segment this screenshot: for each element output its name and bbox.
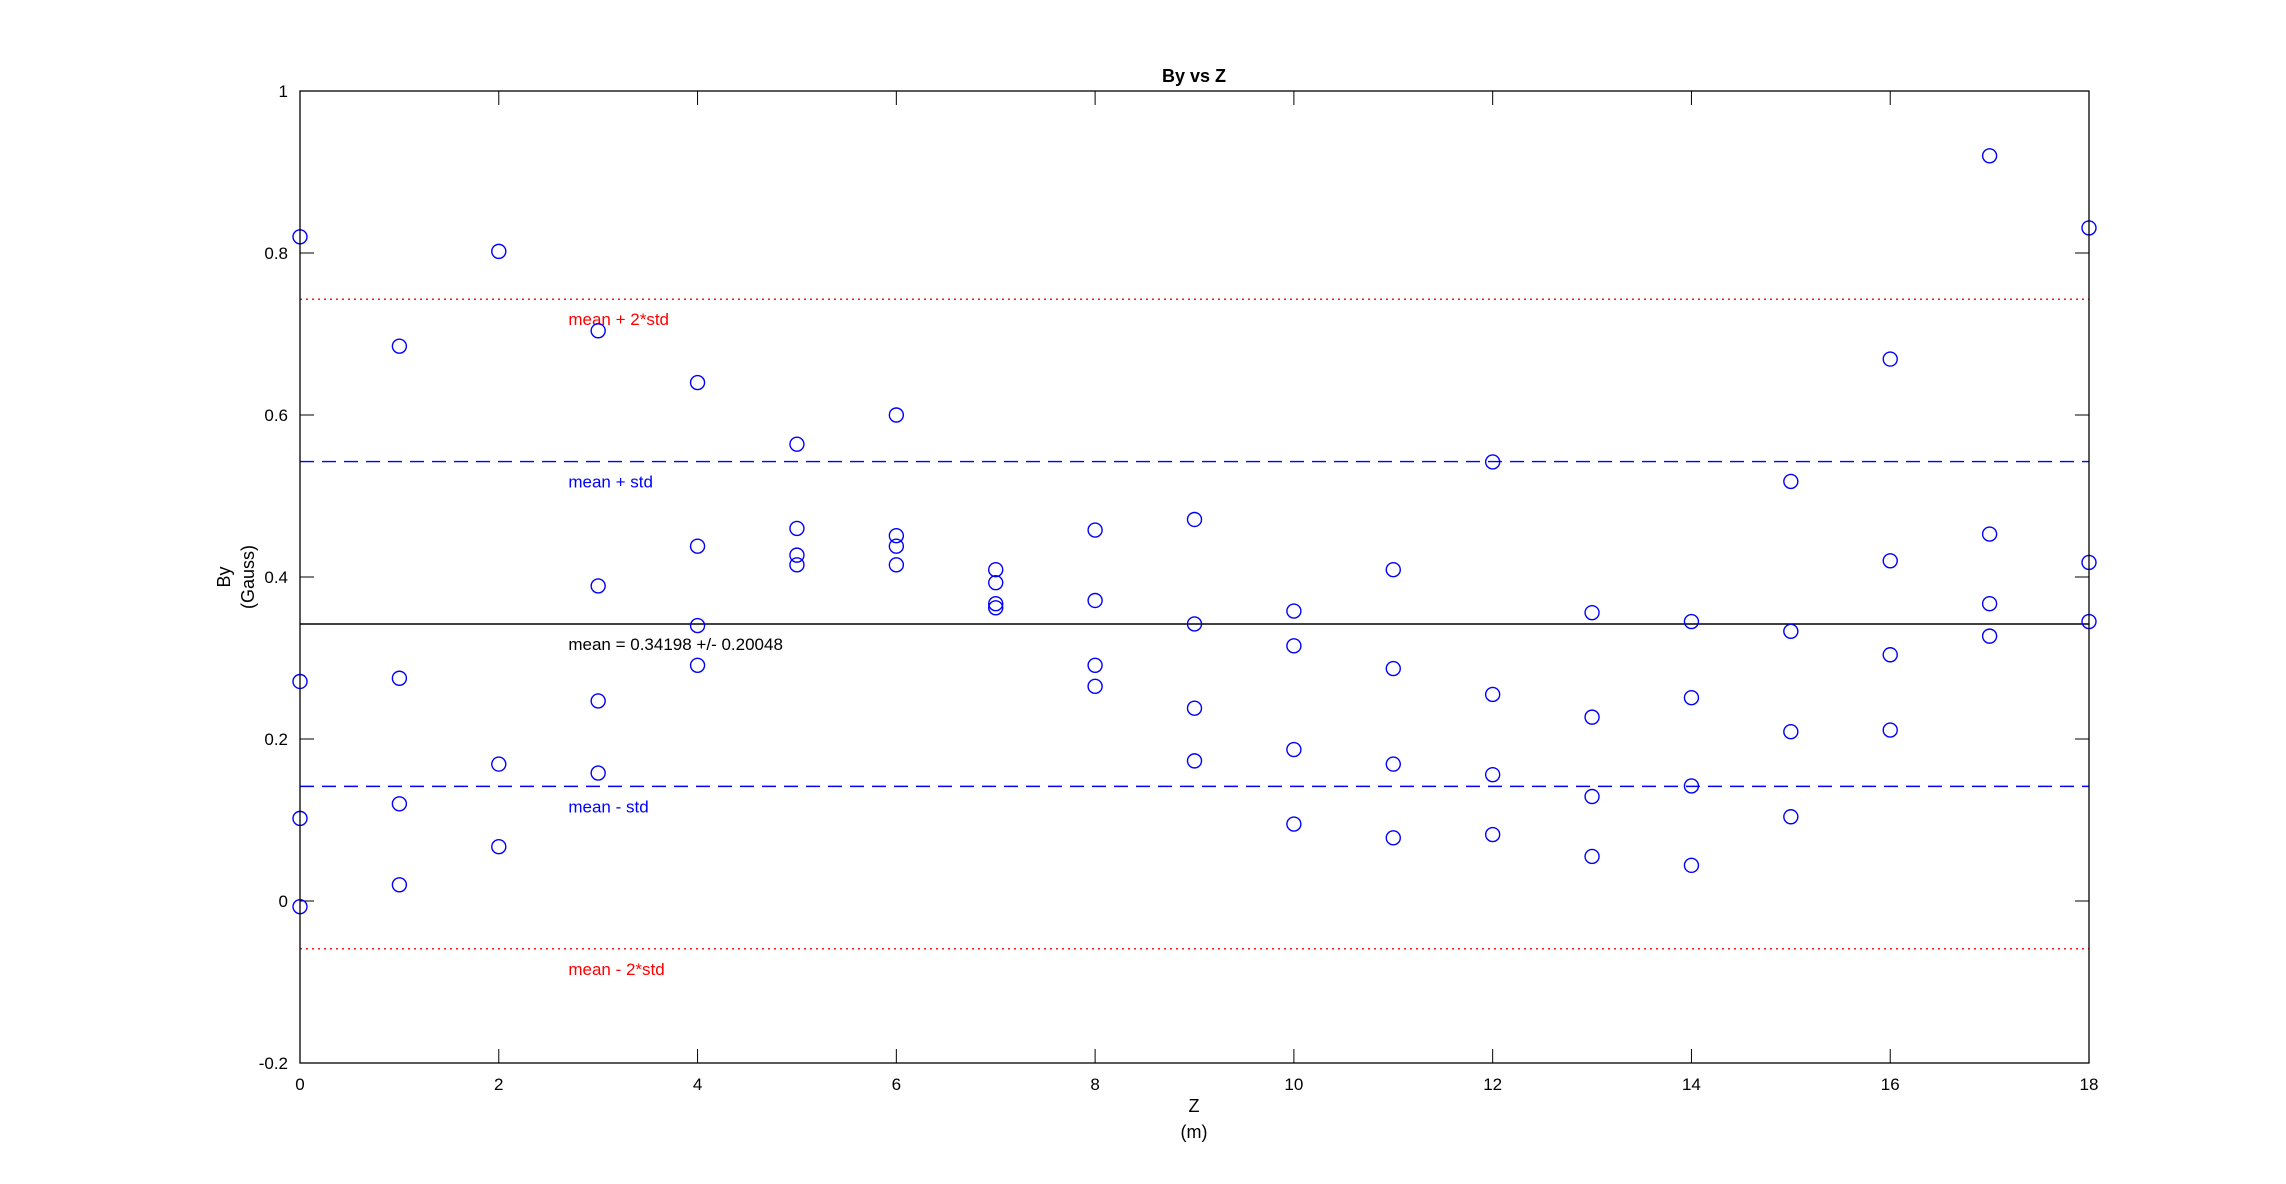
data-point: [689, 657, 706, 673]
y-tick-label: -0.2: [259, 1054, 288, 1073]
data-point: [1385, 660, 1401, 677]
y-tick-label: 0.6: [264, 406, 288, 425]
data-point: [391, 796, 408, 812]
data-point: [1981, 526, 1998, 542]
data-point: [491, 243, 507, 260]
data-point: [1087, 522, 1103, 538]
data-point: [491, 839, 507, 855]
data-points: [292, 148, 2097, 915]
data-point: [1186, 616, 1203, 632]
data-point: [1484, 454, 1501, 470]
data-point: [1087, 592, 1103, 609]
data-point: [1584, 848, 1600, 865]
data-point: [1783, 724, 1799, 740]
data-point: [1385, 562, 1401, 578]
plot-area-frame: [299, 90, 2090, 1064]
data-point: [590, 323, 606, 339]
data-point: [1087, 657, 1103, 673]
x-axis-unit: (m): [1181, 1122, 1208, 1142]
data-point: [1484, 766, 1501, 783]
y-tick-label: 0: [279, 892, 288, 911]
data-point: [888, 557, 905, 573]
data-point: [1584, 709, 1600, 725]
axis-ticks: 0 2 4 6 8 10 12 14 16 18 -0.2 0 0.2 0.4 0.6 0.8 1: [259, 82, 2099, 1094]
data-point: [888, 538, 905, 554]
data-point: [1584, 788, 1600, 805]
data-point: [789, 520, 805, 537]
data-point: [789, 547, 805, 563]
y-axis-label: By: [214, 566, 234, 587]
data-point: [1783, 623, 1799, 639]
data-point: [1783, 809, 1799, 825]
data-point: [1981, 596, 1998, 612]
reference-lines: mean + 2*std mean + std mean = 0.34198 +/-…: [300, 298, 2089, 979]
x-tick-label: 8: [1090, 1075, 1099, 1094]
data-point: [789, 436, 805, 452]
data-point: [1882, 553, 1898, 569]
data-point: [391, 670, 408, 686]
data-point: [689, 374, 706, 391]
data-point: [590, 693, 606, 709]
x-tick-label: 0: [295, 1075, 304, 1094]
data-point: [1286, 741, 1302, 758]
data-point: [1286, 638, 1302, 654]
data-point: [1286, 816, 1302, 832]
data-point: [1087, 678, 1103, 695]
x-tick-label: 10: [1284, 1075, 1303, 1094]
chart-title: By vs Z: [1162, 66, 1226, 86]
x-tick-label: 12: [1483, 1075, 1502, 1094]
reference-line-label: mean = 0.34198 +/- 0.20048: [568, 635, 783, 654]
data-point: [590, 578, 606, 594]
x-tick-label: 4: [693, 1075, 702, 1094]
data-point: [590, 765, 606, 781]
data-point: [689, 617, 706, 634]
data-point: [391, 877, 408, 893]
data-point: [988, 574, 1004, 591]
data-point: [1484, 686, 1501, 703]
y-tick-label: 0.4: [264, 568, 288, 587]
data-point: [1186, 511, 1203, 528]
x-tick-label: 2: [494, 1075, 503, 1094]
y-tick-label: 0.8: [264, 244, 288, 263]
data-point: [1286, 603, 1302, 619]
data-point: [789, 557, 805, 573]
data-point: [1981, 628, 1998, 644]
data-point: [1683, 857, 1700, 874]
data-point: [888, 407, 905, 423]
data-point: [1783, 473, 1799, 490]
data-point: [391, 338, 408, 354]
x-tick-label: 6: [892, 1075, 901, 1094]
reference-line-label: mean - 2*std: [568, 960, 664, 979]
data-point: [1882, 722, 1898, 738]
data-point: [1683, 689, 1700, 706]
x-axis-label: Z: [1189, 1096, 1200, 1116]
reference-line-label: mean - std: [568, 797, 648, 816]
data-point: [988, 562, 1004, 578]
data-point: [1385, 830, 1401, 846]
data-point: [1385, 756, 1401, 772]
data-point: [1683, 613, 1700, 630]
data-point: [988, 600, 1004, 616]
data-point: [689, 538, 706, 554]
data-point: [1981, 148, 1998, 164]
data-point: [1186, 700, 1203, 716]
y-tick-label: 0.2: [264, 730, 288, 749]
reference-line-label: mean + std: [568, 473, 653, 492]
y-tick-label: 1: [279, 82, 288, 101]
data-point: [1882, 351, 1898, 367]
data-point: [1584, 604, 1600, 621]
x-tick-label: 14: [1682, 1075, 1701, 1094]
data-point: [1882, 647, 1898, 663]
data-point: [1484, 826, 1501, 843]
data-point: [888, 527, 905, 544]
x-tick-label: 18: [2080, 1075, 2099, 1094]
data-point: [1186, 753, 1203, 769]
reference-line-label: mean + 2*std: [568, 310, 669, 329]
data-point: [491, 756, 507, 772]
data-point: [988, 596, 1004, 612]
x-tick-label: 16: [1881, 1075, 1900, 1094]
y-axis-unit: (Gauss): [238, 545, 258, 609]
data-point: [1683, 778, 1700, 794]
